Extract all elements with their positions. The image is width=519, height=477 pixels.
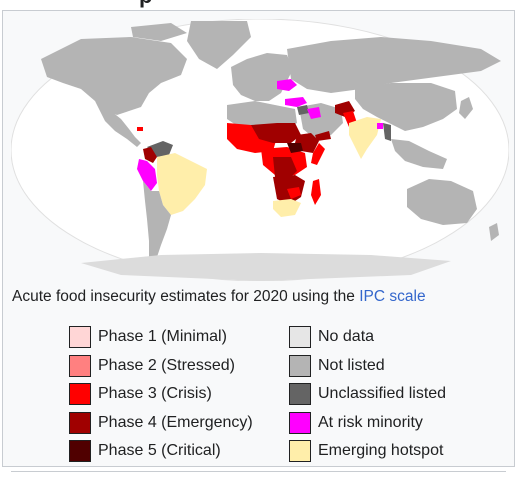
legend-item: Phase 1 (Minimal) [69, 323, 253, 352]
legend-item: Emerging hotspot [289, 437, 446, 466]
map-region-ukraine [277, 79, 297, 91]
legend-label: Emerging hotspot [318, 442, 444, 460]
legend-swatch [289, 383, 311, 406]
map-region-south-sudan [287, 143, 303, 153]
map-region-madagascar [311, 179, 321, 205]
world-map-svg [11, 19, 509, 281]
legend-label: Phase 2 (Stressed) [98, 356, 235, 374]
map-region-south-america [143, 181, 171, 263]
legend-swatch [69, 440, 91, 463]
legend-label: Unclassified listed [318, 385, 447, 403]
map-region-yemen [315, 131, 331, 141]
legend-item: At risk minority [289, 409, 446, 438]
section-heading-fragment: p [139, 0, 179, 8]
map-region-iraq [307, 107, 321, 119]
map-region-zimbabwe [287, 187, 301, 199]
map-region-sahel [251, 123, 301, 143]
map-region-south-africa [273, 199, 301, 217]
legend-item: No data [289, 323, 446, 352]
map-region-southeast-asia [391, 139, 447, 169]
legend-swatch [289, 411, 311, 434]
legend-label: Phase 4 (Emergency) [98, 413, 253, 431]
legend-item: Phase 2 (Stressed) [69, 352, 253, 381]
legend-label: Phase 5 (Critical) [98, 442, 221, 460]
legend-item: Phase 5 (Critical) [69, 437, 253, 466]
map-region-india [349, 117, 381, 159]
map-region-colombia [143, 147, 157, 163]
legend-swatch [289, 326, 311, 349]
map-region-brazil [157, 153, 207, 215]
legend-item: Phase 4 (Emergency) [69, 409, 253, 438]
map-region-turkey [285, 97, 307, 107]
legend-label: Not listed [318, 356, 385, 374]
map-region-arctic-islands [131, 23, 187, 41]
legend-swatch [69, 326, 91, 349]
map-figure: Acute food insecurity estimates for 2020… [2, 10, 515, 472]
ipc-scale-link[interactable]: IPC scale [359, 288, 426, 305]
map-region-north-africa [227, 101, 297, 129]
map-region-north-america [41, 37, 187, 115]
legend-item: Unclassified listed [289, 380, 446, 409]
map-region-syria [297, 105, 309, 115]
legend-label: No data [318, 328, 375, 346]
map-region-somalia [311, 143, 325, 165]
legend-label: Phase 3 (Crisis) [98, 385, 212, 403]
map-region-new-zealand [489, 223, 499, 241]
legend-swatch [69, 354, 91, 377]
map-caption: Acute food insecurity estimates for 2020… [12, 287, 512, 307]
legend-phases: Phase 1 (Minimal) Phase 2 (Stressed) Pha… [69, 323, 253, 466]
map-region-bangladesh [377, 123, 383, 129]
legend-swatch [289, 354, 311, 377]
map-region-haiti [137, 127, 143, 131]
map-region-north-asia [287, 37, 501, 93]
map-region-central-america [95, 101, 141, 147]
legend-item: Phase 3 (Crisis) [69, 380, 253, 409]
map-region-greenland [187, 21, 251, 69]
world-map[interactable] [11, 19, 509, 281]
map-region-drc [273, 157, 297, 181]
map-region-peru [137, 159, 157, 191]
map-region-australia [407, 179, 477, 225]
map-region-japan [459, 97, 473, 119]
legend-swatch [69, 383, 91, 406]
legend-item: Not listed [289, 352, 446, 381]
legend-swatch [289, 440, 311, 463]
map-region-east-asia [355, 83, 457, 131]
map-region-antarctica [81, 253, 451, 281]
legend-swatch [69, 411, 91, 434]
divider [11, 471, 506, 472]
map-region-myanmar [383, 123, 391, 141]
caption-text: Acute food insecurity estimates for 2020… [12, 288, 360, 305]
legend-status: No data Not listed Unclassified listed A… [289, 323, 446, 466]
legend-label: At risk minority [318, 413, 423, 431]
legend-label: Phase 1 (Minimal) [98, 328, 227, 346]
